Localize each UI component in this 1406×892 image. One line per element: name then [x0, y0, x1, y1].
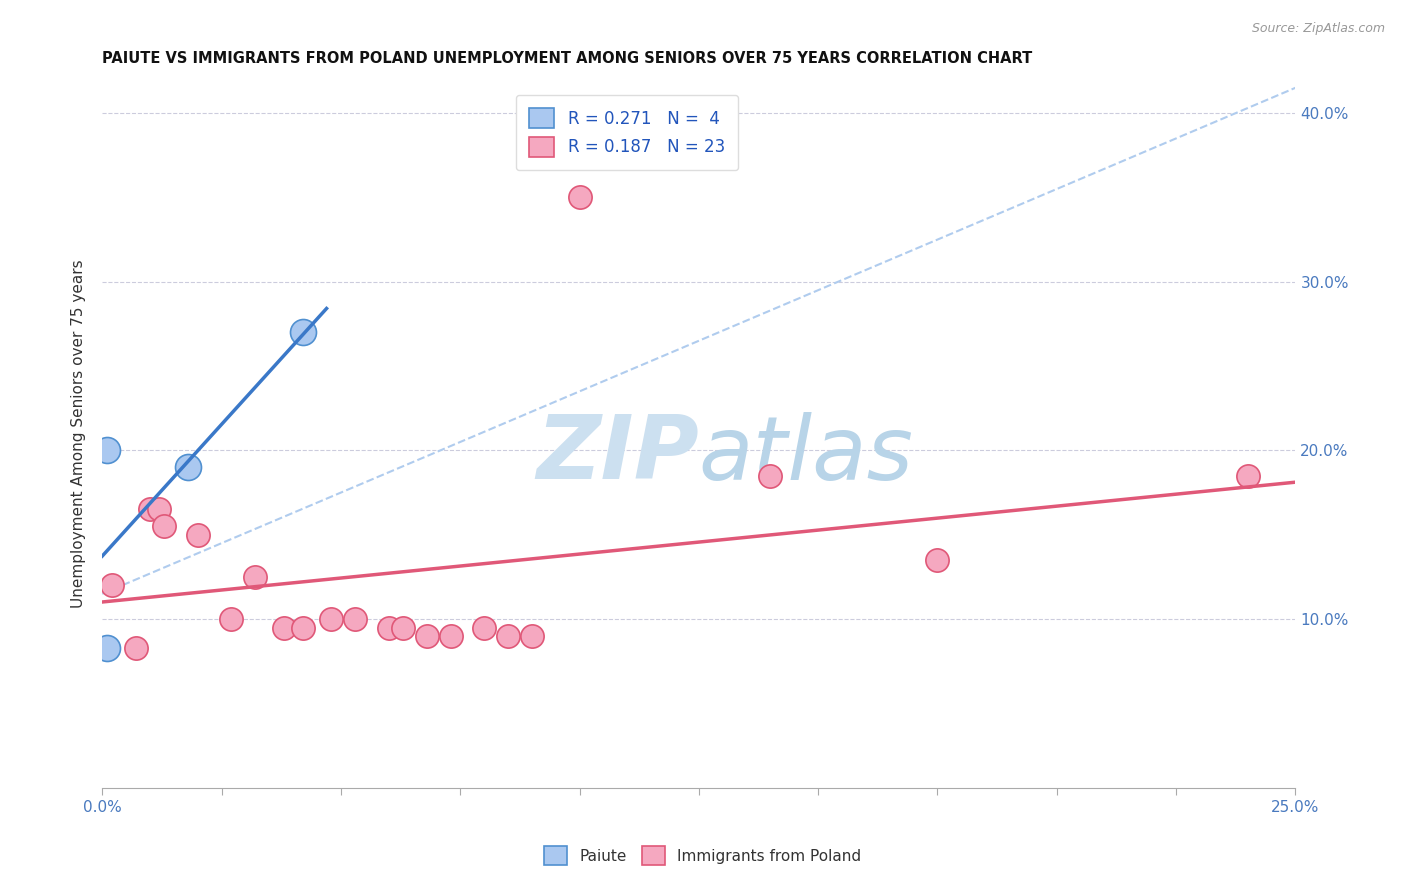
Point: [177, 460, 200, 475]
Point: [568, 190, 591, 204]
Text: PAIUTE VS IMMIGRANTS FROM POLAND UNEMPLOYMENT AMONG SENIORS OVER 75 YEARS CORREL: PAIUTE VS IMMIGRANTS FROM POLAND UNEMPLO…: [103, 51, 1032, 66]
Point: [344, 612, 367, 626]
Point: [153, 519, 176, 533]
Point: [1236, 468, 1258, 483]
Point: [100, 578, 122, 592]
Point: [377, 620, 399, 634]
Point: [96, 640, 118, 655]
Point: [291, 620, 314, 634]
Point: [416, 629, 439, 643]
Point: [243, 570, 266, 584]
Point: [219, 612, 242, 626]
Legend: R = 0.271   N =  4, R = 0.187   N = 23: R = 0.271 N = 4, R = 0.187 N = 23: [516, 95, 738, 170]
Point: [148, 502, 170, 516]
Text: Source: ZipAtlas.com: Source: ZipAtlas.com: [1251, 22, 1385, 36]
Y-axis label: Unemployment Among Seniors over 75 years: Unemployment Among Seniors over 75 years: [72, 260, 86, 607]
Point: [927, 553, 949, 567]
Point: [440, 629, 463, 643]
Text: atlas: atlas: [699, 412, 914, 498]
Point: [392, 620, 415, 634]
Point: [759, 468, 782, 483]
Text: ZIP: ZIP: [536, 411, 699, 499]
Point: [187, 527, 209, 541]
Point: [124, 640, 146, 655]
Point: [273, 620, 295, 634]
Point: [96, 443, 118, 458]
Legend: Paiute, Immigrants from Poland: Paiute, Immigrants from Poland: [538, 840, 868, 871]
Point: [139, 502, 162, 516]
Point: [520, 629, 543, 643]
Point: [472, 620, 495, 634]
Point: [291, 326, 314, 340]
Point: [321, 612, 343, 626]
Point: [496, 629, 519, 643]
